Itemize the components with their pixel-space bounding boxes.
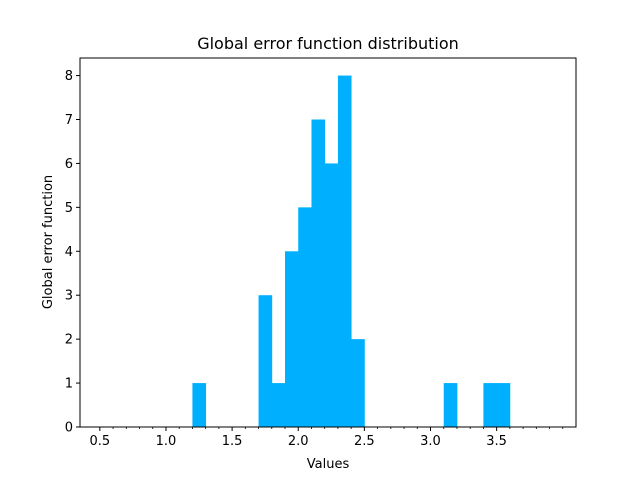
- histogram-bar: [483, 383, 498, 427]
- histogram-bar: [298, 207, 312, 427]
- plot-frame: [79, 57, 577, 428]
- x-tick-label: 1.0: [156, 434, 177, 449]
- histogram-bar: [324, 163, 339, 427]
- y-tick-label: 2: [65, 333, 73, 348]
- y-tick-label: 3: [65, 289, 73, 304]
- histogram-bar: [258, 295, 273, 427]
- x-tick-label: 1.5: [222, 434, 243, 449]
- histogram-bar: [496, 383, 511, 427]
- y-tick-label: 7: [65, 113, 73, 128]
- y-tick-label: 1: [65, 377, 73, 392]
- y-axis-label: Global error function: [41, 175, 56, 309]
- bars-group: [192, 75, 511, 427]
- histogram-bar: [271, 383, 286, 427]
- histogram-bar: [285, 251, 299, 427]
- histogram-bar: [192, 383, 207, 427]
- y-tick-label: 8: [65, 69, 73, 84]
- x-tick-label: 3.0: [420, 434, 441, 449]
- histogram-bar: [443, 383, 458, 427]
- x-axis-label: Values: [307, 457, 350, 472]
- y-tick-label: 0: [65, 421, 73, 436]
- x-tick-label: 0.5: [89, 434, 110, 449]
- histogram-bar: [311, 119, 326, 427]
- y-tick-label: 4: [65, 245, 73, 260]
- x-tick-label: 3.5: [486, 434, 507, 449]
- y-tick-label: 5: [65, 201, 73, 216]
- y-tick-label: 6: [65, 157, 73, 172]
- x-tick-label: 2.0: [288, 434, 309, 449]
- x-tick-label: 2.5: [354, 434, 375, 449]
- histogram-bar: [337, 75, 352, 427]
- y-axis: 0 1 2 3 4 5 6 7 8: [65, 69, 80, 436]
- histogram-bar: [351, 339, 365, 427]
- x-axis: 0.5 1.0 1.5 2.0 2.5 3.0 3.5: [89, 427, 564, 449]
- chart-title: Global error function distribution: [197, 34, 459, 53]
